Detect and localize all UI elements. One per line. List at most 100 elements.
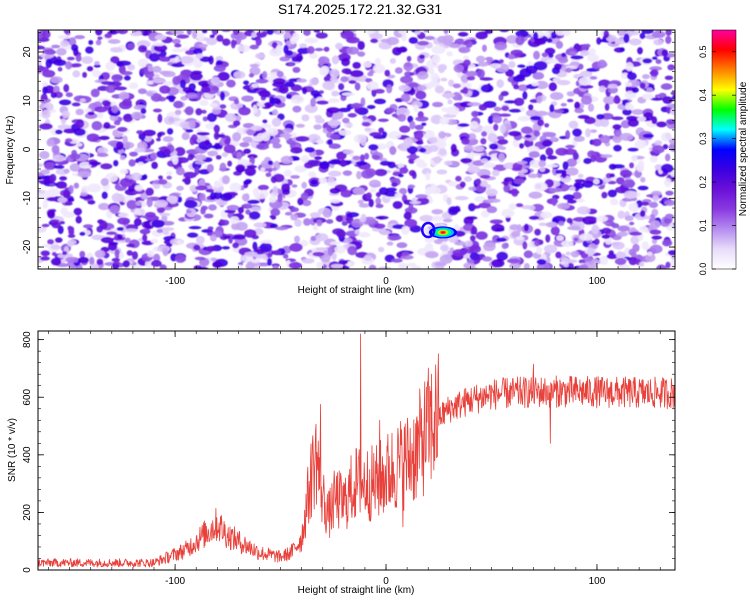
colorbar-tick-label: 0.3	[698, 132, 708, 145]
heatmap-cell	[499, 124, 507, 134]
heatmap-cell	[91, 234, 105, 241]
heatmap-cell	[619, 169, 633, 178]
heatmap-cell	[116, 226, 124, 231]
heatmap-cell	[162, 230, 170, 236]
heatmap-cell	[532, 31, 539, 41]
heatmap-cell	[664, 177, 672, 188]
heatmap-cell	[627, 147, 639, 152]
heatmap-cell	[641, 241, 650, 251]
heatmap-cell	[478, 103, 488, 111]
heatmap-cell	[499, 146, 507, 151]
heatmap-cell	[342, 149, 354, 155]
heatmap-cell	[458, 46, 471, 54]
heatmap-cell	[601, 191, 608, 199]
heatmap-cell	[71, 102, 81, 107]
heatmap-cell	[404, 218, 418, 228]
heatmap-cell	[335, 42, 343, 50]
heatmap-cell	[50, 244, 61, 250]
heatmap-cell	[549, 136, 558, 142]
heatmap-cell	[556, 202, 570, 210]
heatmap-cell	[666, 106, 672, 114]
heatmap-cell	[261, 131, 271, 142]
heatmap-cell	[316, 139, 325, 145]
heatmap-cell	[399, 75, 414, 84]
heatmap-cell	[39, 150, 50, 160]
heatmap-cell	[194, 166, 200, 176]
heatmap-cell	[179, 121, 192, 129]
heatmap-cell	[49, 183, 55, 187]
heatmap-cell	[416, 161, 428, 168]
heatmap-cell	[304, 37, 319, 44]
heatmap-cell	[341, 117, 350, 124]
heatmap-cell	[575, 182, 585, 190]
heatmap-cell	[548, 82, 558, 92]
heatmap-cell	[511, 167, 523, 172]
heatmap-cell	[415, 194, 428, 199]
heatmap-cell	[625, 62, 634, 72]
heatmap-cell	[310, 89, 320, 97]
heatmap-cell	[375, 191, 382, 198]
heatmap-cell	[448, 79, 455, 87]
heatmap-cell	[220, 219, 230, 226]
heatmap-cell	[266, 30, 274, 36]
heatmap-cell	[646, 251, 653, 256]
heatmap-cell	[198, 168, 211, 175]
heatmap-cell	[358, 232, 371, 238]
heatmap-cell	[454, 195, 469, 201]
heatmap-cell	[322, 208, 333, 218]
heatmap-cell	[233, 98, 240, 105]
heatmap-cell	[541, 52, 549, 58]
heatmap-cell	[72, 62, 82, 68]
heatmap-cell	[42, 81, 48, 87]
heatmap-cell	[566, 91, 576, 97]
heatmap-cell	[567, 225, 581, 231]
heatmap-cell	[105, 84, 117, 94]
heatmap-cell	[397, 113, 407, 122]
heatmap-cell	[309, 77, 319, 86]
heatmap-cell	[221, 175, 230, 185]
heatmap-cell	[341, 92, 355, 97]
heatmap-cell	[139, 228, 151, 235]
heatmap-cell	[299, 239, 309, 247]
heatmap-cell	[174, 109, 182, 115]
heatmap-cell	[358, 203, 370, 208]
heatmap-cell	[310, 97, 317, 107]
heatmap-cell	[611, 116, 624, 121]
heatmap-cell	[504, 100, 518, 104]
heatmap-cell	[272, 265, 279, 269]
heatmap-cell	[639, 32, 646, 40]
heatmap-cell	[392, 200, 403, 210]
heatmap-cell	[411, 171, 417, 180]
heatmap-cell	[252, 104, 258, 114]
heatmap-cell	[122, 135, 128, 144]
colorbar-tick-label: 0.4	[698, 89, 708, 102]
heatmap-cell	[409, 200, 422, 205]
heatmap-cell	[475, 31, 488, 40]
heatmap-cell	[523, 250, 533, 259]
heatmap-cell	[546, 38, 553, 43]
heatmap-cell	[61, 251, 68, 256]
heatmap-cell	[279, 133, 293, 139]
heatmap-y-ticks: -20 -10 0 10 20	[22, 32, 675, 267]
heatmap-cell	[386, 241, 394, 246]
heatmap-cell	[375, 197, 382, 206]
heatmap-cell	[169, 57, 181, 63]
heatmap-cell	[49, 76, 63, 84]
heatmap-cell	[157, 175, 164, 180]
heatmap-cell	[584, 216, 597, 222]
heatmap-cell	[516, 160, 528, 165]
heatmap-cell	[466, 216, 478, 220]
heatmap-cell	[480, 158, 489, 164]
heatmap-cell	[189, 72, 203, 81]
heatmap-cell	[109, 205, 121, 214]
heatmap-cell	[546, 59, 559, 64]
heatmap-cell	[561, 240, 574, 247]
heatmap-cell	[573, 135, 585, 142]
heatmap-cell	[476, 68, 486, 79]
heatmap-cell	[665, 30, 673, 36]
heatmap-cell	[135, 201, 143, 206]
heatmap-cell	[235, 221, 248, 231]
heatmap-cell	[304, 146, 316, 153]
heatmap-cell	[152, 42, 165, 47]
heatmap-cell	[162, 70, 176, 78]
